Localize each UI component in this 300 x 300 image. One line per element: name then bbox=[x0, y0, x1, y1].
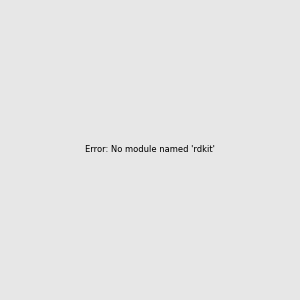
Text: Error: No module named 'rdkit': Error: No module named 'rdkit' bbox=[85, 146, 215, 154]
